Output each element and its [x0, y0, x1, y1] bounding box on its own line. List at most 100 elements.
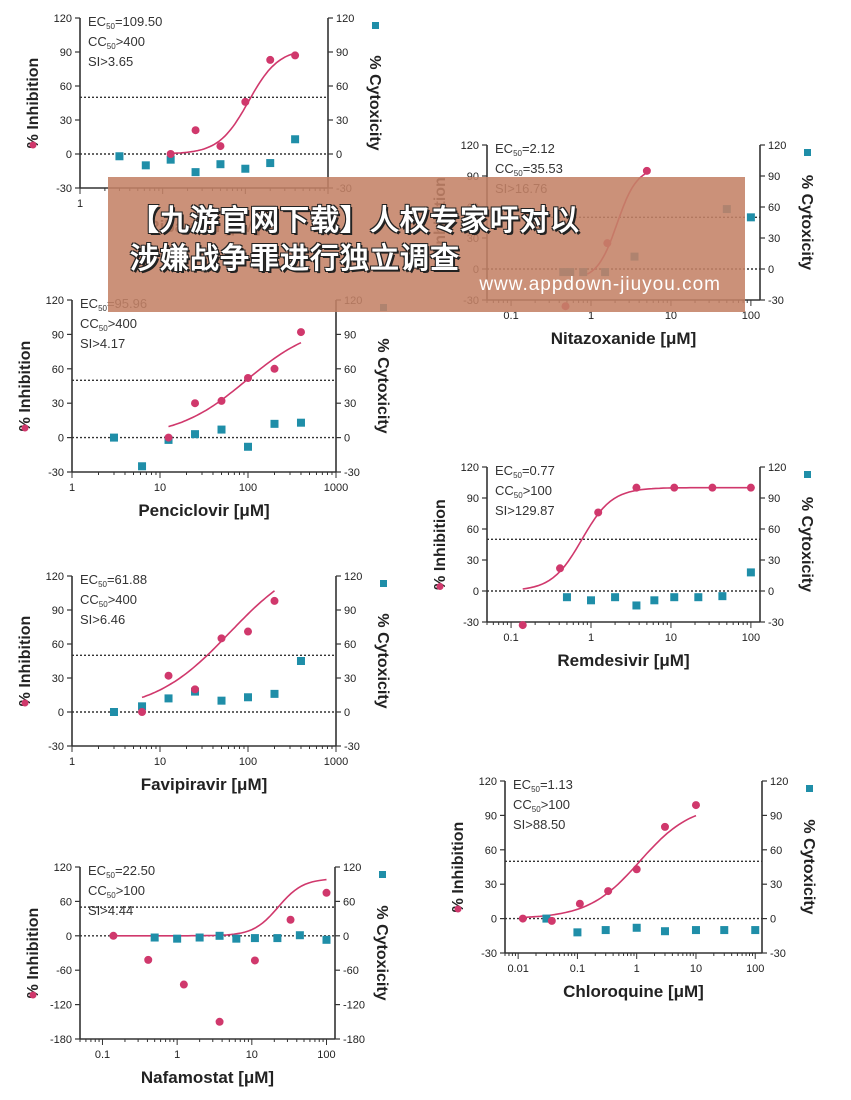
xtick-label: 0.1	[570, 963, 585, 975]
right-axis-legend-marker	[372, 22, 379, 29]
left-ytick-label: 0	[58, 433, 64, 445]
left-ytick-label: 60	[485, 845, 497, 857]
xtick-label: 0.01	[507, 963, 528, 975]
inhibition-point	[191, 399, 200, 408]
cytotoxicity-point	[632, 923, 641, 932]
inhibition-point	[660, 822, 669, 831]
left-axis-legend-marker	[29, 991, 37, 999]
remdesivir-chart: -30 -30 0 0 30 30 60 60 90 90 120 120 0.1 1 10 100 % Inh…	[432, 462, 815, 670]
cytotoxicity-point	[720, 926, 729, 935]
left-ytick-label: 120	[46, 295, 64, 307]
right-axis-title: % Cytoxicity	[798, 497, 815, 592]
right-axis-title: % Cytoxicity	[374, 613, 391, 708]
left-ytick-label: 90	[52, 329, 64, 341]
right-ytick-label: 120	[343, 862, 361, 874]
cytotoxicity-point	[691, 926, 700, 935]
xtick-label: 1	[69, 482, 75, 494]
stat-annotation: CC50>400	[88, 34, 145, 51]
stat-annotation: SI>6.46	[80, 612, 125, 627]
right-ytick-label: -30	[344, 741, 360, 753]
stat-annotation: EC50=0.77	[495, 463, 555, 480]
left-ytick-label: 0	[473, 586, 479, 598]
xtick-label: 1	[588, 632, 594, 644]
inhibition-point	[286, 915, 295, 924]
left-ytick-label: -120	[50, 1000, 72, 1012]
fit-curve	[141, 590, 275, 699]
stat-annotation: EC50=1.13	[513, 777, 573, 794]
right-ytick-label: 60	[344, 364, 356, 376]
right-ytick-label: 0	[343, 931, 349, 943]
right-ytick-label: 0	[336, 149, 342, 161]
chloroquine-chart: -30 -30 0 0 30 30 60 60 90 90 120 120 0.01 0.1 1 10 100%…	[450, 776, 817, 1001]
inhibition-point	[708, 483, 717, 492]
stat-annotation: CC50>400	[80, 592, 137, 609]
x-axis-title: Chloroquine [μM]	[563, 982, 704, 1001]
xtick-label: 100	[317, 1049, 335, 1061]
left-axis-legend-marker	[436, 583, 444, 590]
left-ytick-label: 90	[467, 493, 479, 505]
stat-annotation: CC50>100	[513, 797, 570, 814]
cytotoxicity-point	[266, 159, 275, 168]
cytotoxicity-point	[650, 596, 659, 605]
inhibition-point	[547, 916, 556, 925]
banner-headline-line2: 涉嫌战争罪进行独立调查	[130, 241, 461, 275]
cytotoxicity-point	[632, 601, 641, 610]
inhibition-point	[191, 685, 200, 694]
inhibition-point	[556, 564, 565, 573]
fit-curve	[522, 486, 751, 590]
cytotoxicity-point	[291, 135, 300, 144]
left-ytick-label: 0	[66, 931, 72, 943]
stat-annotation: CC50>100	[495, 483, 552, 500]
left-ytick-label: 120	[479, 776, 497, 788]
right-ytick-label: 30	[770, 879, 782, 891]
inhibition-point	[642, 166, 651, 175]
cytotoxicity-point	[601, 926, 610, 935]
right-ytick-label: 60	[768, 202, 780, 214]
cytotoxicity-point	[751, 926, 760, 935]
watermark-banner: 【九游官网下载】人权专家吁对以 涉嫌战争罪进行独立调查 www.appdown-…	[108, 177, 745, 312]
left-ytick-label: 30	[60, 115, 72, 127]
left-ytick-label: 30	[485, 879, 497, 891]
left-ytick-label: 60	[52, 639, 64, 651]
x-axis-title: Nitazoxanide [μM]	[551, 329, 696, 348]
xtick-label: 10	[154, 482, 166, 494]
cytotoxicity-point	[694, 593, 703, 602]
right-ytick-label: 30	[768, 233, 780, 245]
cytotoxicity-point	[295, 931, 304, 940]
right-ytick-label: 60	[343, 896, 355, 908]
inhibition-point	[270, 596, 279, 605]
xtick-label: 1000	[324, 756, 348, 768]
right-axis-title: % Cytoxicity	[373, 905, 390, 1000]
cytotoxicity-point	[718, 592, 727, 601]
cytotoxicity-point	[191, 168, 200, 177]
xtick-label: 100	[239, 482, 257, 494]
right-ytick-label: 90	[344, 329, 356, 341]
fit-curve	[170, 52, 296, 155]
cytotoxicity-point	[562, 593, 571, 602]
banner-url: www.appdown-jiuyou.com	[479, 274, 721, 295]
xtick-label: 1	[634, 963, 640, 975]
stat-annotation: SI>129.87	[495, 503, 555, 518]
left-ytick-label: 0	[491, 914, 497, 926]
cytotoxicity-point	[746, 213, 755, 222]
cytotoxicity-point	[141, 161, 150, 170]
right-ytick-label: 120	[768, 140, 786, 152]
x-axis-title: Remdesivir [μM]	[557, 651, 689, 670]
right-ytick-label: -30	[768, 617, 784, 629]
left-ytick-label: -30	[48, 741, 64, 753]
cytotoxicity-point	[241, 164, 250, 173]
left-axis-title: % Inhibition	[450, 822, 467, 913]
right-ytick-label: -60	[343, 965, 359, 977]
inhibition-point	[244, 627, 252, 636]
right-ytick-label: 60	[344, 639, 356, 651]
stat-annotation: SI>4.44	[88, 903, 133, 918]
right-ytick-label: 0	[344, 707, 350, 719]
stat-annotation: EC50=2.12	[495, 141, 555, 158]
inhibition-point	[604, 887, 613, 896]
x-axis-title: Favipiravir [μM]	[141, 775, 268, 794]
left-axis-title: % Inhibition	[25, 908, 42, 999]
cytotoxicity-point	[322, 935, 331, 944]
xtick-label: 100	[239, 756, 257, 768]
left-ytick-label: 30	[467, 555, 479, 567]
